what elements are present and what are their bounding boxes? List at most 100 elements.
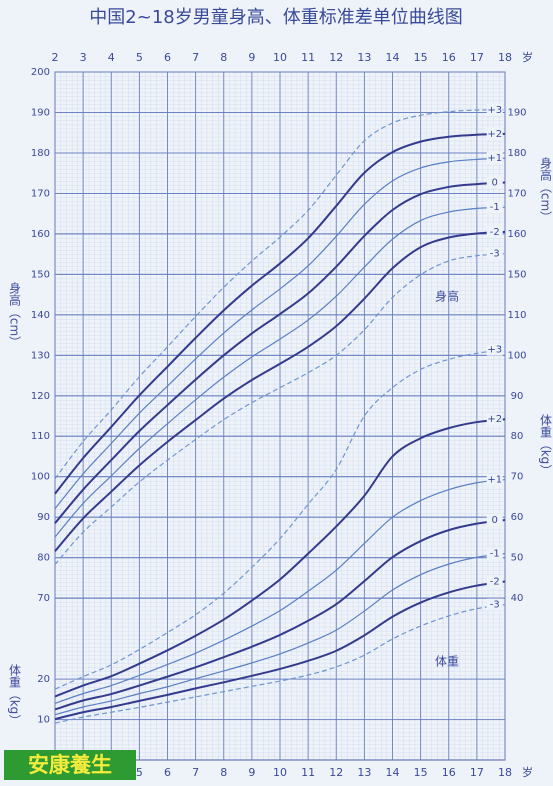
curve-label-bg [486,343,503,356]
x-tick-label: 5 [136,766,143,779]
x-tick-label: 9 [248,766,255,779]
curve-label-bg [486,225,503,238]
curve [54,109,506,480]
y-tick-label: 170 [507,188,526,199]
x-tick-label: 5 [136,51,143,64]
curve-label: +3 [487,105,502,116]
y-tick-label: 110 [507,310,526,321]
region-label: 体重 [435,655,459,669]
x-unit: 岁 [522,765,533,779]
x-tick-label: 17 [470,766,484,779]
x-tick-label: 6 [164,766,171,779]
x-tick-label: 12 [329,766,343,779]
curve-label-bg [486,104,503,117]
y-tick-label: 60 [511,512,524,523]
curve-label: -2 [490,577,500,588]
y-tick-label: 100 [31,472,50,483]
curve-label: +3 [487,345,502,356]
curve [54,206,506,538]
curve-label-bg [486,547,503,560]
y-tick-label: 190 [507,107,526,118]
x-tick-label: 7 [192,766,199,779]
y-tick-label: 150 [507,269,526,280]
y-tick-label: 90 [37,512,50,523]
y-tick-label: 110 [31,431,50,442]
y-tick-label: 160 [507,229,526,240]
curve-label: -3 [490,600,500,611]
y-tick-label: 180 [507,148,526,159]
x-tick-label: 11 [301,51,315,64]
y-tick-label: 80 [37,553,50,564]
curve-label: +1 [487,153,502,164]
x-tick-label: 4 [108,51,115,64]
x-tick-label: 2 [52,51,59,64]
y-axis-label-right: 身高（cm） [539,155,553,223]
y-tick-label: 190 [31,107,50,118]
y-tick-label: 90 [511,391,524,402]
curve-label: 0 [492,177,498,188]
x-tick-label: 14 [386,51,400,64]
x-tick-label: 11 [301,766,315,779]
x-tick-label: 10 [273,766,287,779]
curve [54,157,506,510]
curve-label-bg [486,598,503,611]
x-tick-label: 18 [498,51,512,64]
y-tick-label: 100 [507,350,526,361]
x-tick-label: 13 [357,766,371,779]
y-tick-label: 20 [37,674,50,685]
x-tick-label: 16 [442,51,456,64]
watermark-box [4,750,136,780]
x-tick-label: 16 [442,766,456,779]
curve-label: +2 [487,129,502,140]
x-tick-label: 8 [220,51,227,64]
curve [54,181,506,524]
curve-label-bg [486,152,503,165]
x-tick-label: 14 [386,766,400,779]
curve-label-bg [486,575,503,588]
y-tick-label: 140 [31,310,50,321]
y-tick-label: 150 [31,269,50,280]
x-tick-label: 12 [329,51,343,64]
x-tick-label: 10 [273,51,287,64]
y-tick-label: 70 [511,472,524,483]
x-unit: 岁 [522,50,533,64]
y-tick-label: 10 [37,715,50,726]
curve [54,132,506,495]
curve-label: -3 [490,249,500,260]
y-tick-label: 130 [31,350,50,361]
y-tick-label: 50 [511,553,524,564]
x-tick-label: 6 [164,51,171,64]
x-tick-label: 15 [414,766,428,779]
x-tick-label: 7 [192,51,199,64]
curve-label: +1 [487,475,502,486]
curve [54,519,506,711]
y2-axis-label: 体重（kg） [8,663,22,726]
watermark: 安康養生 [28,753,112,777]
y-tick-label: 40 [511,593,524,604]
curve [54,349,506,690]
curve-label-bg [486,473,503,486]
curve-label-bg [486,514,503,527]
y-tick-label: 80 [511,431,524,442]
curve [54,478,506,704]
curve [54,253,506,565]
x-tick-label: 18 [498,766,512,779]
y-tick-label: 120 [31,391,50,402]
region-label: 身高 [435,289,459,304]
y-tick-label: 200 [31,67,50,78]
y2-axis-label-right: 体重（kg） [539,413,553,476]
curve [54,603,506,724]
curve-label-bg [486,247,503,260]
x-tick-label: 13 [357,51,371,64]
x-tick-label: 8 [220,766,227,779]
curve-label-bg [486,127,503,140]
x-tick-label: 15 [414,51,428,64]
curve-label: -1 [490,202,500,213]
curve-label: -2 [490,227,500,238]
x-tick-label: 9 [248,51,255,64]
x-tick-label: 3 [80,51,87,64]
y-tick-label: 180 [31,148,50,159]
y-tick-label: 170 [31,188,50,199]
y-tick-label: 70 [37,593,50,604]
